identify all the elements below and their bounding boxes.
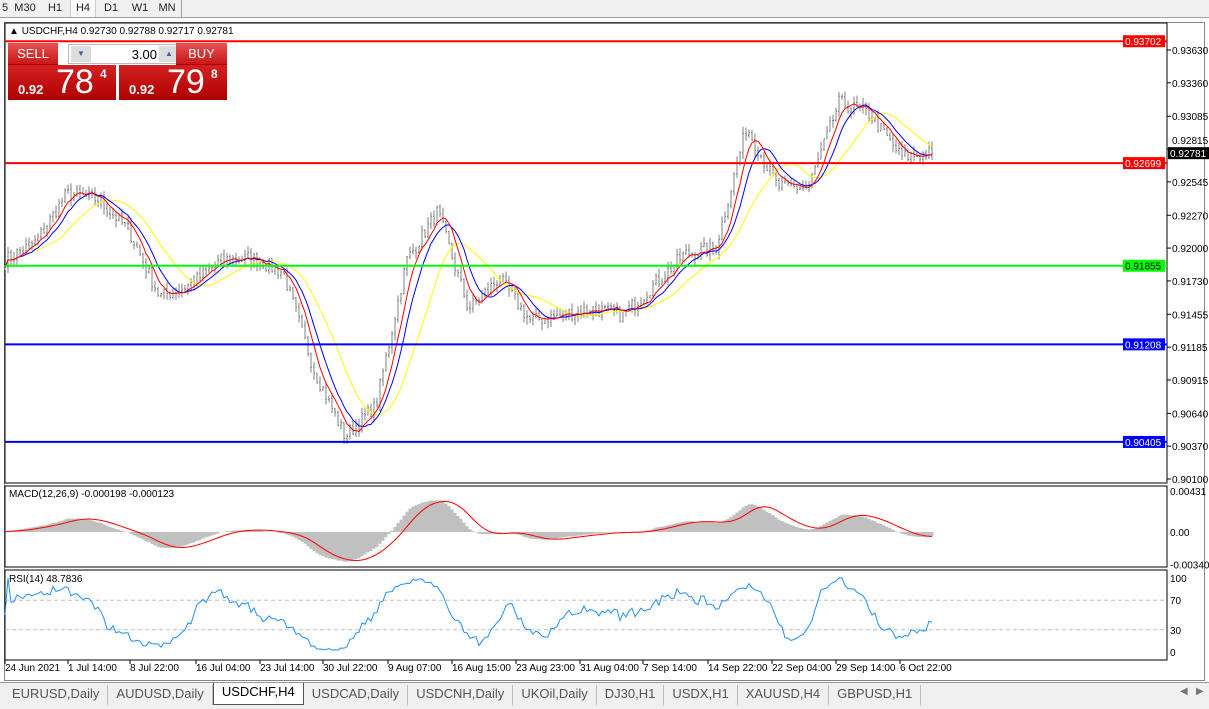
macd-title: MACD(12,26,9) -0.000198 -0.000123 xyxy=(9,489,175,500)
buy-button[interactable]: BUY xyxy=(176,43,227,65)
hline-price-label: 0.93702 xyxy=(1125,37,1162,48)
buy-price-prefix: 0.92 xyxy=(129,82,155,97)
bid-price-label: 0.92781 xyxy=(1170,149,1207,160)
price-label-bg xyxy=(1123,435,1165,448)
chart-tab[interactable]: USDCHF,H4 xyxy=(212,683,304,705)
timeframe-mn[interactable]: MN xyxy=(158,2,176,14)
timeframe-m30[interactable]: M30 xyxy=(14,2,36,14)
price-tick-label: 0.93085 xyxy=(1172,112,1209,123)
timeframe-d1[interactable]: D1 xyxy=(103,2,119,14)
timeframe-5[interactable]: 5 xyxy=(1,2,9,14)
chart-tab[interactable]: USDCNH,Daily xyxy=(408,685,514,705)
increase-lot-button[interactable]: ▲ xyxy=(159,46,179,62)
ohlc-readout: USDCHF,H4 0.92730 0.92788 0.92717 0.9278… xyxy=(21,26,234,37)
sell-price-big: 78 xyxy=(56,63,94,101)
time-tick-label: 9 Aug 07:00 xyxy=(388,663,442,674)
bid-label-bg xyxy=(1168,147,1209,160)
time-tick-label: 22 Sep 04:00 xyxy=(772,663,832,674)
chart-symbol-info: ▲ USDCHF,H4 0.92730 0.92788 0.92717 0.92… xyxy=(9,26,234,37)
price-tick-label: 0.90640 xyxy=(1172,409,1209,420)
price-tick-label: 0.92270 xyxy=(1172,211,1209,222)
macd-pane xyxy=(4,485,1168,568)
price-tick-label: 0.92545 xyxy=(1172,178,1209,189)
price-label-bg xyxy=(1123,259,1165,272)
hline-price-label: 0.91208 xyxy=(1125,340,1162,351)
tabs-scroll-left-icon[interactable]: ◀ xyxy=(1180,686,1188,697)
time-tick-label: 29 Sep 14:00 xyxy=(836,663,896,674)
timeframe-toolbar: 5 M30 H1 H4 D1 W1 MN xyxy=(0,0,1209,18)
buy-price-pip: 8 xyxy=(211,67,218,81)
chart-canvas[interactable]: 24 Jun 2021 1 Jul 14:00 8 Jul 22:00 16 Jul … xyxy=(0,0,1209,682)
chart-tab[interactable]: USDX,H1 xyxy=(664,685,738,705)
hline-price-label: 0.92699 xyxy=(1125,159,1162,170)
rsi-line xyxy=(4,577,933,651)
time-tick-label: 1 Jul 14:00 xyxy=(68,663,117,674)
chart-tab[interactable]: USDCAD,Daily xyxy=(304,685,409,705)
price-tick-label: 0.92815 xyxy=(1172,136,1209,147)
price-tick-label: 0.92000 xyxy=(1172,244,1209,255)
decrease-lot-button[interactable]: ▼ xyxy=(71,46,91,62)
macd-signal-line xyxy=(4,500,933,561)
price-label-bg xyxy=(1123,35,1165,48)
macd-axis-label: 0.00 xyxy=(1170,528,1190,539)
price-tick-label: 0.90370 xyxy=(1172,442,1209,453)
price-tick-label: 0.91730 xyxy=(1172,277,1209,288)
time-tick-label: 14 Sep 22:00 xyxy=(708,663,768,674)
price-tick-label: 0.91185 xyxy=(1172,343,1208,354)
time-tick-label: 23 Aug 23:00 xyxy=(516,663,575,674)
one-click-trading-panel: SELL ▼ 3.00 ▲ BUY 0.92 78 4 0.92 79 8 xyxy=(8,43,227,101)
chart-tab[interactable]: EURUSD,Daily xyxy=(4,685,109,705)
rsi-axis-label: 100 xyxy=(1170,574,1187,585)
rsi-title: RSI(14) 48.7836 xyxy=(9,574,83,585)
hline-price-label: 0.90405 xyxy=(1125,438,1162,449)
chart-tab[interactable]: DJ30,H1 xyxy=(597,685,665,705)
lot-size-field: ▼ 3.00 ▲ xyxy=(68,44,182,64)
buy-price[interactable]: 0.92 79 8 xyxy=(119,63,227,101)
time-tick-label: 16 Aug 15:00 xyxy=(452,663,511,674)
timeframe-h1[interactable]: H1 xyxy=(47,2,63,14)
rsi-axis-label: 0 xyxy=(1170,648,1176,659)
time-tick-label: 7 Sep 14:00 xyxy=(643,663,697,674)
sell-button[interactable]: SELL xyxy=(8,43,58,65)
macd-axis-label: 0.00431 xyxy=(1170,487,1207,498)
tabs-scroll-right-icon[interactable]: ▶ xyxy=(1196,686,1204,697)
time-tick-label: 23 Jul 14:00 xyxy=(260,663,315,674)
macd-axis-label: -0.003405 xyxy=(1170,560,1209,571)
price-tick-label: 0.90915 xyxy=(1172,376,1209,387)
chart-tab[interactable]: GBPUSD,H1 xyxy=(829,685,922,705)
price-label-bg xyxy=(1123,338,1165,351)
time-tick-label: 31 Aug 04:00 xyxy=(580,663,639,674)
time-tick-label: 6 Oct 22:00 xyxy=(900,663,952,674)
timeframe-w1[interactable]: W1 xyxy=(131,2,149,14)
chart-tab[interactable]: XAUUSD,H4 xyxy=(738,685,830,705)
price-tick-label: 0.93630 xyxy=(1172,46,1209,57)
ma-slow-line xyxy=(4,113,933,416)
timeframe-h4[interactable]: H4 xyxy=(70,0,96,17)
price-tick-label: 0.90100 xyxy=(1172,475,1209,486)
time-tick-label: 16 Jul 04:00 xyxy=(196,663,251,674)
price-tick-label: 0.93360 xyxy=(1172,79,1209,90)
hline-price-label: 0.91855 xyxy=(1125,262,1162,273)
buy-price-big: 79 xyxy=(167,63,205,101)
time-tick-label: 24 Jun 2021 xyxy=(5,663,60,674)
chart-tab-row: EURUSD,Daily AUDUSD,Daily USDCHF,H4 USDCAD,… xyxy=(4,683,922,707)
rsi-pane xyxy=(4,569,1168,661)
ma-fast-line xyxy=(4,103,933,433)
lot-size-input[interactable]: 3.00 xyxy=(131,47,157,62)
sell-price-prefix: 0.92 xyxy=(18,82,44,97)
rsi-axis-label: 70 xyxy=(1170,596,1182,607)
time-tick-label: 30 Jul 22:00 xyxy=(323,663,378,674)
rsi-axis-label: 30 xyxy=(1170,626,1182,637)
chart-tab[interactable]: UKOil,Daily xyxy=(513,685,597,705)
toolbar-empty xyxy=(181,0,1209,18)
sell-price[interactable]: 0.92 78 4 xyxy=(8,63,116,101)
chart-tab[interactable]: AUDUSD,Daily xyxy=(108,685,213,705)
chart-tabs: EURUSD,Daily AUDUSD,Daily USDCHF,H4 USDCAD,… xyxy=(0,682,1209,709)
time-tick-label: 8 Jul 22:00 xyxy=(130,663,179,674)
price-label-bg xyxy=(1123,157,1165,170)
price-tick-label: 0.91455 xyxy=(1172,310,1209,321)
sell-price-pip: 4 xyxy=(100,67,107,81)
